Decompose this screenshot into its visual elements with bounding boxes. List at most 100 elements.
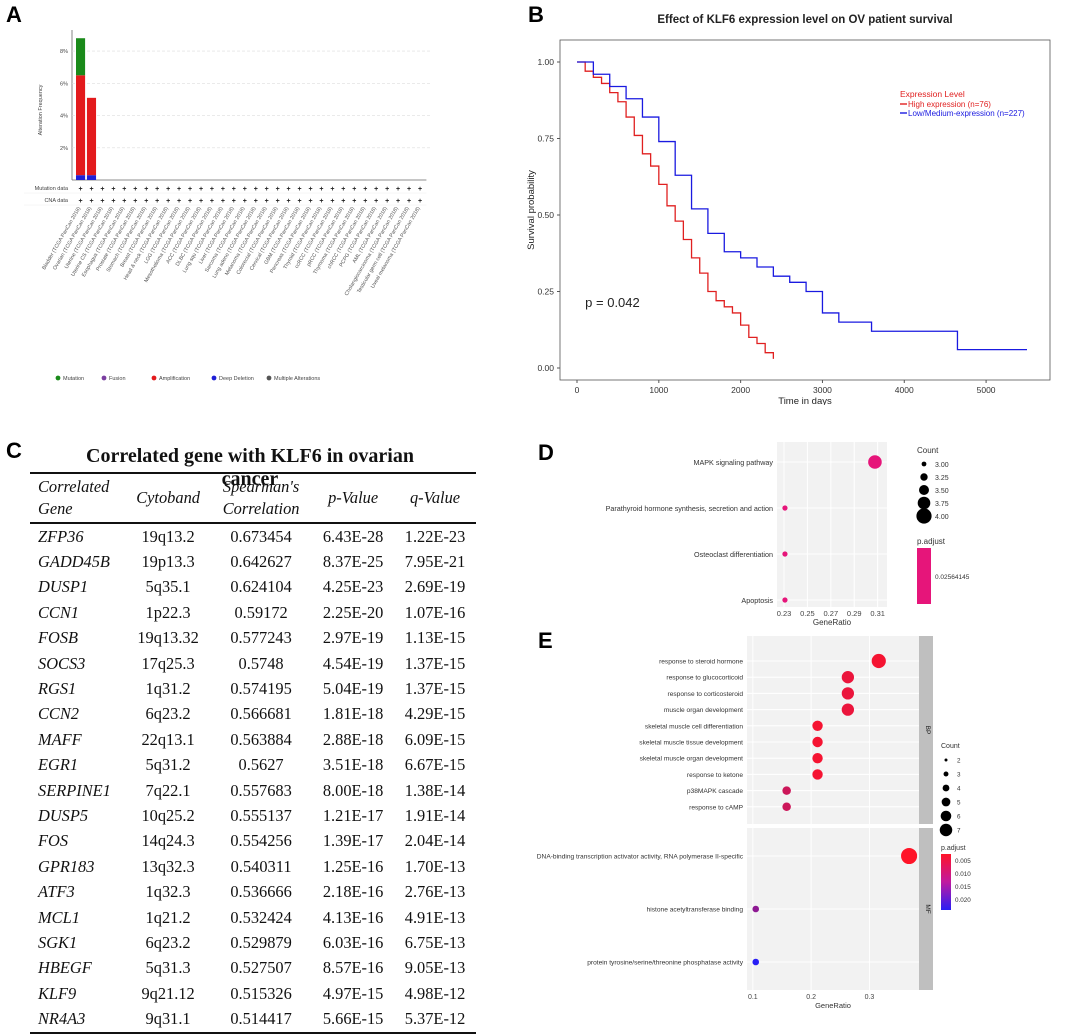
cell-p-value: 1.81E-18 xyxy=(322,704,384,724)
cell-q-value: 7.95E-21 xyxy=(404,552,466,572)
legend-size-dot xyxy=(943,771,949,777)
row-marker: + xyxy=(243,186,247,193)
row-marker: + xyxy=(287,198,291,205)
cell-q-value: 1.22E-23 xyxy=(404,526,466,546)
row-marker: + xyxy=(221,198,225,205)
row-marker: + xyxy=(341,186,345,193)
cell-spearman: 0.532424 xyxy=(230,907,292,927)
legend-count-label: 4 xyxy=(957,786,961,793)
category-label: DNA-binding transcription activator acti… xyxy=(537,854,744,861)
cell-p-value: 1.25E-16 xyxy=(322,856,384,876)
cell-q-value: 1.13E-15 xyxy=(404,628,466,648)
legend-size-dot xyxy=(940,810,952,822)
row-marker: + xyxy=(396,198,400,205)
legend-count-title: Count xyxy=(917,446,939,455)
cell-gene: ZFP36 xyxy=(38,526,84,546)
y-tick-label: 0.00 xyxy=(537,363,554,373)
cell-cytoband: 10q25.2 xyxy=(141,805,195,825)
row-marker: + xyxy=(276,198,280,205)
row-marker: + xyxy=(133,186,137,193)
legend-dot xyxy=(266,375,272,381)
row-marker: + xyxy=(79,198,83,205)
header-cytoband: Cytoband xyxy=(136,488,200,507)
table-row: SOCS3 17q25.3 0.5748 4.54E-19 1.37E-15 xyxy=(30,651,476,676)
row-marker: + xyxy=(155,186,159,193)
cell-gene: ATF3 xyxy=(38,882,75,902)
x-tick-label: 1000 xyxy=(649,385,668,395)
row-marker: + xyxy=(166,186,170,193)
legend-count-label: 5 xyxy=(957,800,961,807)
x-tick-label: 5000 xyxy=(977,385,996,395)
legend-size-dot xyxy=(921,461,927,467)
row-marker: + xyxy=(199,198,203,205)
table-header-row: Correlated Gene Cytoband Spearman's Corr… xyxy=(30,473,476,523)
row-marker: + xyxy=(363,186,367,193)
y-tick-label: 4% xyxy=(60,114,68,120)
cell-p-value: 2.97E-19 xyxy=(322,628,384,648)
x-tick-label: 0.3 xyxy=(865,994,875,1001)
x-tick-label: 0 xyxy=(575,385,580,395)
cell-q-value: 1.38E-14 xyxy=(404,780,466,800)
table-row: DUSP5 10q25.2 0.555137 1.21E-17 1.91E-14 xyxy=(30,803,476,828)
table-row: DUSP1 5q35.1 0.624104 4.25E-23 2.69E-19 xyxy=(30,575,476,600)
row-marker: + xyxy=(265,186,269,193)
cell-q-value: 4.98E-12 xyxy=(404,983,466,1003)
category-label: skeletal muscle cell differentiation xyxy=(645,723,743,730)
x-axis-label: Time in days xyxy=(778,396,832,405)
row-marker: + xyxy=(89,198,93,205)
cell-q-value: 6.09E-15 xyxy=(404,729,466,749)
go-dot xyxy=(841,687,855,700)
cell-gene: HBEGF xyxy=(38,958,92,978)
y-tick-label: 0.25 xyxy=(537,287,554,297)
x-tick-label: 0.2 xyxy=(806,994,816,1001)
cell-gene: MCL1 xyxy=(38,907,80,927)
go-dot xyxy=(782,802,791,812)
row-marker: + xyxy=(298,198,302,205)
category-label: response to glucocorticoid xyxy=(666,675,743,682)
legend-count-title: Count xyxy=(941,743,960,750)
header-spearman: Spearman's Correlation xyxy=(222,477,300,518)
row-marker: + xyxy=(111,198,115,205)
cell-cytoband: 6q23.2 xyxy=(145,704,191,724)
cell-spearman: 0.515326 xyxy=(230,983,292,1003)
y-tick-label: 8% xyxy=(60,49,68,55)
cell-gene: DUSP5 xyxy=(38,805,89,825)
y-axis-label: Alteration Frequency xyxy=(38,84,44,135)
cell-gene: SGK1 xyxy=(38,932,78,952)
header-gene: Correlated Gene xyxy=(38,477,110,518)
cell-spearman: 0.5627 xyxy=(238,755,284,775)
row-marker: + xyxy=(122,198,126,205)
facet-strip xyxy=(919,828,933,990)
go-dot xyxy=(812,736,823,748)
go-dot xyxy=(841,703,855,716)
row-marker: + xyxy=(385,186,389,193)
table-title: Correlated gene with KLF6 in ovarian can… xyxy=(86,445,414,490)
row-marker: + xyxy=(276,186,280,193)
cell-gene: NR4A3 xyxy=(38,1009,86,1029)
table-row: RGS1 1q31.2 0.574195 5.04E-19 1.37E-15 xyxy=(30,676,476,701)
bar-deep-deletion xyxy=(86,175,97,180)
cell-q-value: 6.67E-15 xyxy=(404,755,466,775)
legend-size-dot xyxy=(920,473,928,481)
row-marker: + xyxy=(374,198,378,205)
table-row: ZFP36 19q13.2 0.673454 6.43E-28 1.22E-23 xyxy=(30,523,476,549)
cell-gene: KLF9 xyxy=(38,983,77,1003)
x-tick-label: 0.25 xyxy=(800,609,815,618)
cell-q-value: 2.04E-14 xyxy=(404,831,466,851)
x-axis-label: GeneRatio xyxy=(815,1001,851,1010)
table-row: SERPINE1 7q22.1 0.557683 8.00E-18 1.38E-14 xyxy=(30,778,476,803)
row-marker: + xyxy=(166,198,170,205)
row-marker: + xyxy=(210,186,214,193)
cell-p-value: 5.66E-15 xyxy=(322,1009,384,1029)
y-tick-label: 1.00 xyxy=(537,57,554,67)
legend-title: Expression Level xyxy=(900,89,965,99)
p-value-annotation: p = 0.042 xyxy=(585,295,640,310)
category-label: skeletal muscle tissue development xyxy=(639,740,743,747)
row-marker: + xyxy=(407,198,411,205)
legend-count-label: 2 xyxy=(957,758,961,765)
cell-p-value: 8.00E-18 xyxy=(322,780,384,800)
cell-cytoband: 1p22.3 xyxy=(145,602,191,622)
row-marker: + xyxy=(319,186,323,193)
cell-cytoband: 5q31.3 xyxy=(145,958,191,978)
legend-color-label: 0.005 xyxy=(955,858,971,865)
